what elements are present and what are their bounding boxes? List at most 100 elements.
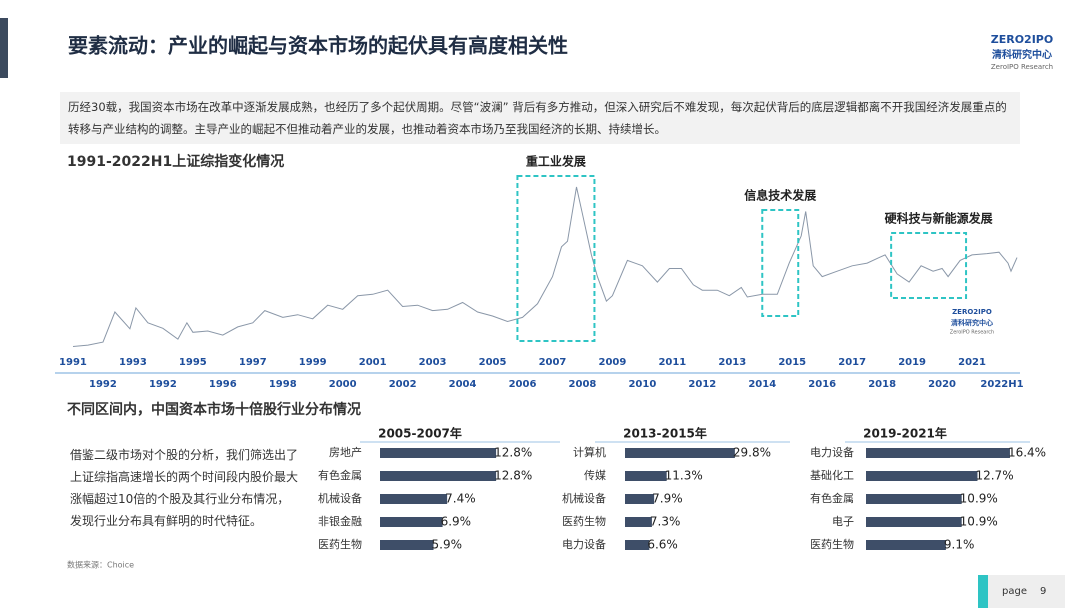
category-label: 电力设备 [562, 537, 606, 551]
logo-name: 清科研究中心 [992, 48, 1052, 61]
x-tick-label: 2010 [628, 379, 656, 390]
value-label: 11.3% [665, 469, 703, 483]
x-tick-label: 2015 [778, 357, 806, 368]
value-label: 10.9% [960, 515, 998, 529]
value-label: 12.7% [975, 469, 1013, 483]
x-tick-label: 2014 [748, 379, 776, 390]
panel-title: 2019-2021年 [863, 426, 947, 441]
value-label: 6.6% [647, 538, 678, 552]
slide-title: 要素流动：产业的崛起与资本市场的起伏具有高度相关性 [68, 34, 568, 58]
accent-bar [0, 18, 8, 78]
highlight-label: 信息技术发展 [744, 188, 816, 203]
x-tick-label: 1997 [239, 357, 267, 368]
value-label: 29.8% [733, 446, 771, 460]
x-tick-label: 2001 [359, 357, 387, 368]
chart-title: 1991-2022H1上证综指变化情况 [67, 153, 284, 170]
x-tick-label: 1995 [179, 357, 207, 368]
intro-bg [60, 92, 1020, 144]
value-label: 7.3% [650, 515, 681, 529]
x-tick-label: 2021 [958, 357, 986, 368]
x-tick-label: 2012 [688, 379, 716, 390]
page-label: page [1002, 586, 1027, 597]
value-label: 7.4% [445, 492, 476, 506]
x-tick-label: 2020 [928, 379, 956, 390]
panel-title: 2005-2007年 [378, 426, 462, 441]
bar [625, 517, 652, 527]
x-tick-label: 1992 [89, 379, 117, 390]
bar [866, 517, 962, 527]
category-label: 非银金融 [318, 514, 362, 528]
page-tab [988, 575, 1065, 608]
x-tick-label: 2011 [658, 357, 686, 368]
x-tick-label: 2003 [419, 357, 447, 368]
category-label: 医药生物 [562, 514, 606, 528]
bar [380, 517, 443, 527]
value-label: 10.9% [960, 492, 998, 506]
logo-brand: ZERO2IPO [952, 308, 992, 316]
highlight-box [890, 232, 968, 299]
x-tick-label: 1993 [119, 357, 147, 368]
highlight-box [761, 209, 800, 317]
x-tick-label: 2009 [599, 357, 627, 368]
category-label: 传媒 [584, 469, 606, 482]
x-tick-label: 2018 [868, 379, 896, 390]
category-label: 计算机 [573, 445, 606, 459]
value-label: 9.1% [944, 538, 975, 552]
highlight-box [516, 175, 596, 342]
x-tick-label: 1996 [209, 379, 237, 390]
bar [380, 471, 497, 481]
x-tick-label: 1992 [149, 379, 177, 390]
bar [866, 471, 978, 481]
value-label: 16.4% [1008, 446, 1046, 460]
category-label: 医药生物 [318, 537, 362, 551]
category-label: 电子 [832, 515, 854, 528]
x-tick-label: 2019 [898, 357, 926, 368]
section-title: 不同区间内，中国资本市场十倍股行业分布情况 [67, 401, 361, 418]
x-tick-label: 2006 [509, 379, 537, 390]
x-tick-label: 1991 [59, 357, 87, 368]
x-tick-label: 1998 [269, 379, 297, 390]
bar [380, 448, 497, 458]
highlight-label: 硬科技与新能源发展 [885, 211, 993, 226]
category-label: 基础化工 [810, 468, 854, 482]
x-tick-label: 2013 [718, 357, 746, 368]
bar [625, 494, 655, 504]
bar [380, 494, 448, 504]
logo-sub: ZeroIPO Research [991, 63, 1053, 71]
intro-text: 历经30载，我国资本市场在改革中逐渐发展成熟，也经历了多个起伏周期。尽管“波澜”… [68, 100, 1007, 136]
category-label: 机械设备 [318, 491, 362, 505]
category-label: 机械设备 [562, 491, 606, 505]
x-tick-label: 2017 [838, 357, 866, 368]
category-label: 有色金属 [810, 491, 854, 505]
value-label: 12.8% [494, 446, 532, 460]
page-accent [978, 575, 988, 608]
bar [866, 494, 962, 504]
x-tick-label: 2008 [569, 379, 597, 390]
bar [625, 471, 667, 481]
index-line [72, 186, 1018, 347]
category-label: 电力设备 [810, 445, 854, 459]
logo-name: 清科研究中心 [951, 318, 993, 327]
page-number: 9 [1040, 586, 1046, 597]
category-label: 医药生物 [810, 537, 854, 551]
panel-title: 2013-2015年 [623, 426, 707, 441]
x-tick-label: 1999 [299, 357, 327, 368]
category-label: 有色金属 [318, 468, 362, 482]
highlight-label: 重工业发展 [526, 154, 586, 169]
x-tick-label: 2022H1 [980, 379, 1023, 390]
x-tick-label: 2000 [329, 379, 357, 390]
value-label: 5.9% [432, 538, 463, 552]
logo-brand: ZERO2IPO [991, 33, 1053, 46]
x-tick-label: 2005 [479, 357, 507, 368]
x-tick-label: 2004 [449, 379, 477, 390]
source: 数据来源：Choice [67, 560, 134, 570]
x-tick-label: 2016 [808, 379, 836, 390]
bar [866, 448, 1010, 458]
value-label: 7.9% [652, 492, 683, 506]
x-tick-label: 2002 [389, 379, 417, 390]
value-label: 12.8% [494, 469, 532, 483]
category-label: 房地产 [329, 445, 362, 459]
bar [625, 540, 650, 550]
